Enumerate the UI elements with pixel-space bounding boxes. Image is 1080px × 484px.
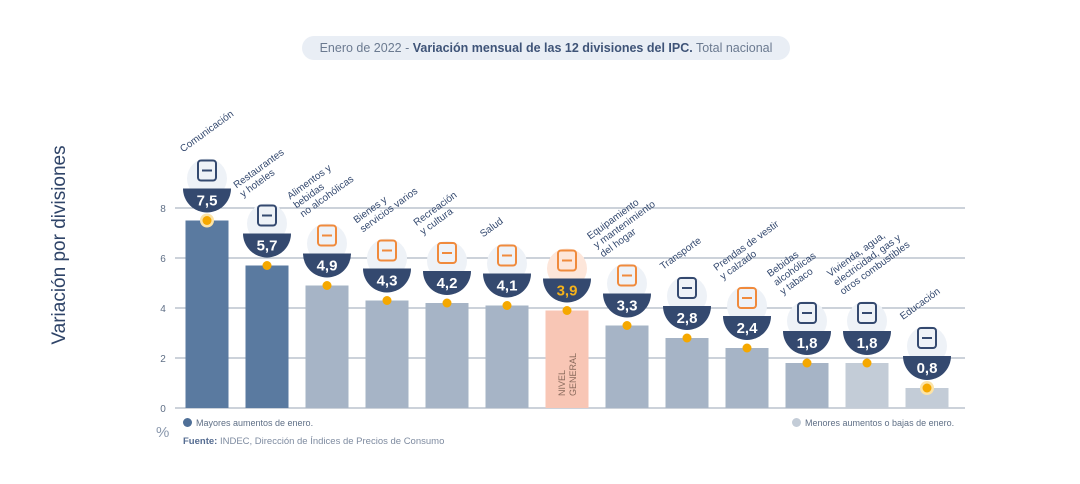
value-marker — [922, 383, 932, 393]
category-label: Transporte — [658, 235, 704, 272]
y-tick-label: 2 — [160, 354, 166, 365]
value-badge — [243, 233, 291, 258]
value-label: 5,7 — [257, 238, 278, 255]
source-label: Fuente: — [183, 436, 218, 447]
value-badge — [363, 268, 411, 293]
y-tick-label: 8 — [160, 204, 166, 215]
bar — [485, 305, 529, 408]
legend-high: Mayores aumentos de enero. — [183, 418, 313, 428]
tools-icon — [377, 239, 397, 262]
phone-icon — [197, 159, 217, 182]
category-label: Vivienda, agua,electricidad, gas yotros … — [825, 222, 912, 298]
value-badge — [783, 331, 831, 355]
legend-high-swatch — [183, 418, 192, 427]
value-label: 3,3 — [617, 298, 638, 315]
bar — [665, 338, 709, 408]
bar — [905, 388, 949, 408]
value-marker — [802, 358, 812, 368]
food-icon — [317, 224, 337, 247]
value-marker — [862, 358, 872, 368]
value-badge — [903, 356, 951, 380]
bottle-icon — [797, 302, 817, 324]
bar — [425, 303, 469, 408]
value-marker — [262, 261, 272, 270]
value-badge — [543, 278, 591, 303]
category-label: Salud — [478, 216, 505, 240]
value-badge — [483, 273, 531, 298]
value-label: 1,8 — [797, 335, 818, 352]
category-label: Bebidasalcohólicasy tabaco — [765, 242, 824, 298]
source-note: Fuente: INDEC, Dirección de Índices de P… — [183, 436, 444, 447]
book-icon — [917, 327, 937, 349]
health-icon — [497, 244, 517, 267]
y-tick-label: 6 — [160, 254, 166, 265]
value-label: 2,8 — [677, 310, 698, 327]
value-label: 3,9 — [557, 283, 578, 300]
bar — [725, 348, 769, 408]
value-label: 4,1 — [497, 278, 518, 295]
value-marker — [742, 343, 752, 353]
bar — [305, 285, 349, 408]
bar — [785, 363, 829, 408]
cutlery-icon — [257, 204, 277, 227]
legend-low-label: Menores aumentos o bajas de enero. — [805, 418, 955, 428]
value-badge — [843, 331, 891, 355]
title-bold: Variación mensual de las 12 divisiones d… — [412, 41, 693, 55]
title-suffix: Total nacional — [692, 41, 773, 55]
bus-icon — [677, 277, 697, 299]
value-badge — [303, 253, 351, 278]
value-badge — [183, 188, 231, 213]
bulb-icon — [857, 302, 877, 324]
value-label: 4,9 — [317, 258, 338, 275]
value-marker — [322, 281, 332, 290]
washing-machine-icon — [617, 264, 637, 287]
bar — [605, 325, 649, 408]
value-marker — [682, 333, 692, 343]
value-badge — [423, 271, 471, 295]
category-label: Restaurantesy hoteles — [232, 147, 293, 200]
bar — [545, 310, 589, 408]
source-text: INDEC, Dirección de Índices de Precios d… — [217, 436, 445, 447]
value-label: 1,8 — [857, 335, 878, 352]
shirt-icon — [737, 287, 757, 309]
bar — [365, 300, 409, 408]
value-label: 4,3 — [377, 273, 398, 290]
category-label: Alimentos ybebidasno alcohólicas — [285, 156, 356, 220]
category-label: Educación — [898, 286, 942, 322]
value-badge — [603, 293, 651, 318]
value-label: 0,8 — [917, 360, 938, 377]
y-unit-label: % — [156, 424, 170, 441]
value-marker — [382, 296, 392, 305]
legend-low-swatch — [792, 418, 801, 427]
y-tick-label: 0 — [160, 404, 166, 415]
category-label: Recreacióny cultura — [412, 190, 466, 238]
title-prefix: Enero de 2022 - — [319, 41, 413, 55]
value-marker — [502, 301, 512, 310]
shopping-icon — [557, 249, 577, 272]
nivel-general-label: NIVELGENERAL — [557, 353, 578, 396]
bar — [185, 220, 229, 408]
value-label: 4,2 — [437, 275, 458, 292]
category-label: Comunicación — [178, 109, 236, 155]
bar — [245, 265, 289, 408]
value-badge — [663, 306, 711, 330]
chart-title: Enero de 2022 - Variación mensual de las… — [302, 36, 790, 60]
value-marker — [202, 216, 212, 225]
value-label: 2,4 — [737, 320, 759, 337]
bar — [845, 363, 889, 408]
value-marker — [622, 321, 632, 330]
legend-high-label: Mayores aumentos de enero. — [196, 418, 314, 428]
y-tick-label: 4 — [160, 304, 166, 315]
recreation-icon — [437, 242, 457, 264]
category-label: Bienes yservicios varios — [352, 177, 420, 235]
value-badge — [723, 316, 771, 340]
value-label: 7,5 — [197, 193, 218, 210]
value-marker — [562, 306, 572, 315]
value-marker — [442, 298, 452, 308]
category-label: Equipamientoy mantenimientodel hogar — [585, 190, 664, 260]
legend-low: Menores aumentos o bajas de enero. — [792, 418, 954, 428]
